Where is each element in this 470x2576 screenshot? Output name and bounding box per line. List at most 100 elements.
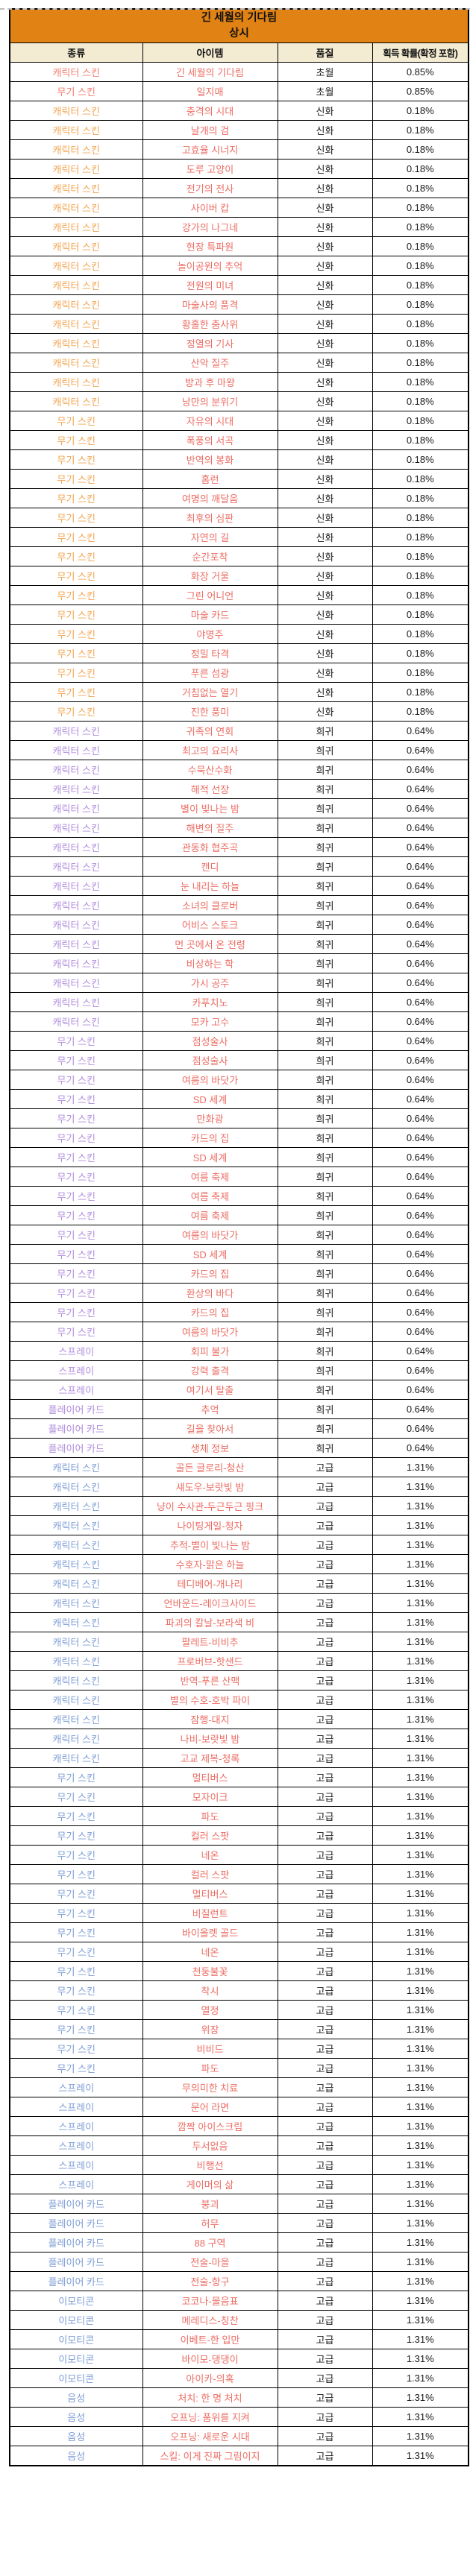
- table-row: 무기 스킨 카드의 집 희귀 0.64%: [9, 1128, 469, 1148]
- item-cell: 강력 출격: [142, 1360, 278, 1380]
- quality-cell: 고급: [277, 1825, 373, 1846]
- table-row: 캐릭터 스킨 카푸치노 희귀 0.64%: [9, 992, 469, 1012]
- table-row: 캐릭터 스킨 골든 글로리-청산 고급 1.31%: [9, 1457, 469, 1477]
- quality-cell: 고급: [277, 2135, 373, 2156]
- table-title: 긴 세월의 기다림: [201, 11, 278, 24]
- type-cell: 캐릭터 스킨: [9, 101, 143, 121]
- rate-cell: 0.18%: [372, 488, 469, 508]
- quality-cell: 초월: [277, 81, 373, 101]
- quality-cell: 고급: [277, 1729, 373, 1749]
- table-row: 캐릭터 스킨 모카 고수 희귀 0.64%: [9, 1011, 469, 1032]
- type-cell: 캐릭터 스킨: [9, 217, 143, 237]
- quality-cell: 고급: [277, 1787, 373, 1807]
- rate-cell: 1.31%: [372, 2426, 469, 2446]
- item-cell: 거침없는 열기: [142, 682, 278, 702]
- table-row: 플레이어 카드 88 구역 고급 1.31%: [9, 2232, 469, 2253]
- item-cell: 착시: [142, 1980, 278, 2001]
- rate-cell: 0.64%: [372, 934, 469, 954]
- type-cell: 캐릭터 스킨: [9, 391, 143, 411]
- quality-cell: 초월: [277, 62, 373, 82]
- quality-cell: 희귀: [277, 1031, 373, 1051]
- type-cell: 무기 스킨: [9, 1031, 143, 1051]
- type-cell: 무기 스킨: [9, 1186, 143, 1206]
- quality-cell: 고급: [277, 1573, 373, 1594]
- item-cell: 잠행-대지: [142, 1709, 278, 1729]
- rate-cell: 0.18%: [372, 546, 469, 566]
- quality-cell: 고급: [277, 2426, 373, 2446]
- item-cell: 추적-별이 빛나는 밤: [142, 1535, 278, 1555]
- quality-cell: 고급: [277, 2446, 373, 2466]
- item-cell: 소녀의 클로버: [142, 895, 278, 915]
- rate-cell: 0.18%: [372, 508, 469, 528]
- table-row: 캐릭터 스킨 놀이공원의 추억 신화 0.18%: [9, 256, 469, 276]
- type-cell: 캐릭터 스킨: [9, 1477, 143, 1497]
- type-cell: 캐릭터 스킨: [9, 159, 143, 179]
- table-row: 무기 스킨 야명주 신화 0.18%: [9, 624, 469, 644]
- item-cell: 메레디스-칭찬: [142, 2310, 278, 2330]
- type-cell: 캐릭터 스킨: [9, 876, 143, 896]
- type-cell: 무기 스킨: [9, 1128, 143, 1148]
- column-header-type: 종류: [9, 42, 143, 63]
- table-row: 플레이어 카드 길을 찾아서 희귀 0.64%: [9, 1418, 469, 1439]
- table-row: 플레이어 카드 붕괴 고급 1.31%: [9, 2194, 469, 2214]
- type-cell: 캐릭터 스킨: [9, 1690, 143, 1710]
- item-cell: 붕괴: [142, 2194, 278, 2214]
- item-cell: 야명주: [142, 624, 278, 644]
- rate-cell: 0.64%: [372, 1418, 469, 1439]
- type-cell: 캐릭터 스킨: [9, 721, 143, 741]
- rate-cell: 0.18%: [372, 604, 469, 625]
- item-cell: 귀족의 연회: [142, 721, 278, 741]
- item-cell: 고교 제복-청록: [142, 1748, 278, 1768]
- table-row: 음성 처치: 한 명 처치 고급 1.31%: [9, 2387, 469, 2408]
- quality-cell: 희귀: [277, 779, 373, 799]
- rate-cell: 1.31%: [372, 1980, 469, 2001]
- quality-cell: 고급: [277, 2368, 373, 2388]
- type-cell: 캐릭터 스킨: [9, 178, 143, 198]
- item-cell: 비행선: [142, 2155, 278, 2175]
- rate-cell: 0.64%: [372, 856, 469, 877]
- type-cell: 캐릭터 스킨: [9, 1729, 143, 1749]
- rate-cell: 1.31%: [372, 1806, 469, 1826]
- item-cell: 푸른 섬광: [142, 663, 278, 683]
- item-cell: 마술사의 품격: [142, 294, 278, 315]
- type-cell: 무기 스킨: [9, 1167, 143, 1187]
- type-cell: 스프레이: [9, 2155, 143, 2175]
- quality-cell: 희귀: [277, 1399, 373, 1419]
- rate-cell: 0.18%: [372, 449, 469, 470]
- item-cell: 섀도우-보랏빛 밤: [142, 1477, 278, 1497]
- quality-cell: 신화: [277, 236, 373, 256]
- rate-cell: 1.31%: [372, 1845, 469, 1865]
- rate-cell: 1.31%: [372, 1787, 469, 1807]
- item-cell: 모자이크: [142, 1787, 278, 1807]
- item-cell: 현장 특파원: [142, 236, 278, 256]
- table-row: 플레이어 카드 생체 정보 희귀 0.64%: [9, 1438, 469, 1458]
- quality-cell: 신화: [277, 178, 373, 198]
- item-cell: 반역의 봉화: [142, 449, 278, 470]
- rate-cell: 0.18%: [372, 682, 469, 702]
- type-cell: 캐릭터 스킨: [9, 934, 143, 954]
- item-cell: 바이올렛 골드: [142, 1922, 278, 1942]
- type-cell: 스프레이: [9, 2077, 143, 2097]
- item-cell: 네온: [142, 1845, 278, 1865]
- table-row: 캐릭터 스킨 소녀의 클로버 희귀 0.64%: [9, 895, 469, 915]
- table-row: 캐릭터 스킨 고효율 시너지 신화 0.18%: [9, 139, 469, 160]
- quality-cell: 고급: [277, 2097, 373, 2117]
- rate-cell: 0.85%: [372, 62, 469, 82]
- quality-cell: 희귀: [277, 856, 373, 877]
- rate-cell: 0.18%: [372, 101, 469, 121]
- rate-cell: 1.31%: [372, 1496, 469, 1516]
- item-cell: SD 세계: [142, 1244, 278, 1264]
- rate-cell: 0.18%: [372, 624, 469, 644]
- table-row: 무기 스킨 카드의 집 희귀 0.64%: [9, 1263, 469, 1284]
- rate-cell: 1.31%: [372, 2387, 469, 2408]
- quality-cell: 고급: [277, 1709, 373, 1729]
- quality-cell: 희귀: [277, 1283, 373, 1303]
- quality-cell: 고급: [277, 2407, 373, 2427]
- column-header-row: 종류 아이템 품질 획득 확률(확정 포함): [9, 42, 469, 63]
- rate-cell: 0.64%: [372, 1399, 469, 1419]
- table-row: 무기 스킨 네온 고급 1.31%: [9, 1942, 469, 1962]
- table-row: 캐릭터 스킨 관동화 협주곡 희귀 0.64%: [9, 837, 469, 857]
- quality-cell: 고급: [277, 1942, 373, 1962]
- type-cell: 무기 스킨: [9, 1263, 143, 1284]
- table-row: 캐릭터 스킨 잠행-대지 고급 1.31%: [9, 1709, 469, 1729]
